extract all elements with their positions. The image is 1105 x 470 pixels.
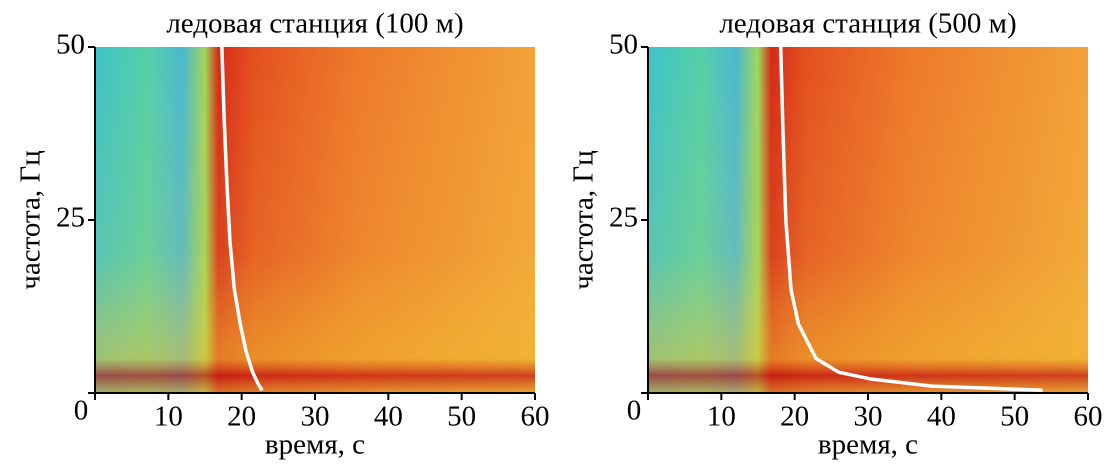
- x-tick-label: 0: [74, 395, 89, 427]
- x-tick-label: 10: [707, 401, 736, 433]
- y-tick-label: 25: [56, 202, 85, 234]
- y-axis-label: частота, Гц: [15, 150, 47, 289]
- x-axis-label: время, с: [818, 429, 918, 461]
- x-tick-label: 20: [780, 401, 809, 433]
- y-tick-label: 50: [609, 29, 638, 61]
- x-axis-label: время, с: [265, 429, 365, 461]
- x-tick-label: 60: [521, 401, 550, 433]
- x-tick-label: 60: [1074, 401, 1103, 433]
- x-tick-label: 40: [927, 401, 956, 433]
- y-tick-label: 25: [609, 202, 638, 234]
- x-tick-label: 10: [154, 401, 183, 433]
- curve: [778, 46, 1043, 392]
- x-tick-label: 20: [227, 401, 256, 433]
- curve: [220, 46, 264, 392]
- spectrogram-overlay: [648, 47, 1088, 393]
- x-tick-label: 50: [447, 401, 476, 433]
- y-tick-label: 50: [56, 29, 85, 61]
- y-axis-label: частота, Гц: [568, 150, 600, 289]
- x-tick-label: 40: [374, 401, 403, 433]
- x-tick-label: 0: [627, 395, 642, 427]
- x-tick-label: 30: [301, 401, 330, 433]
- chart-title: ледовая станция (500 м): [719, 8, 1016, 40]
- chart-title: ледовая станция (100 м): [166, 8, 463, 40]
- spectrogram-overlay: [95, 47, 535, 393]
- x-tick-label: 30: [854, 401, 883, 433]
- x-tick-label: 50: [1000, 401, 1029, 433]
